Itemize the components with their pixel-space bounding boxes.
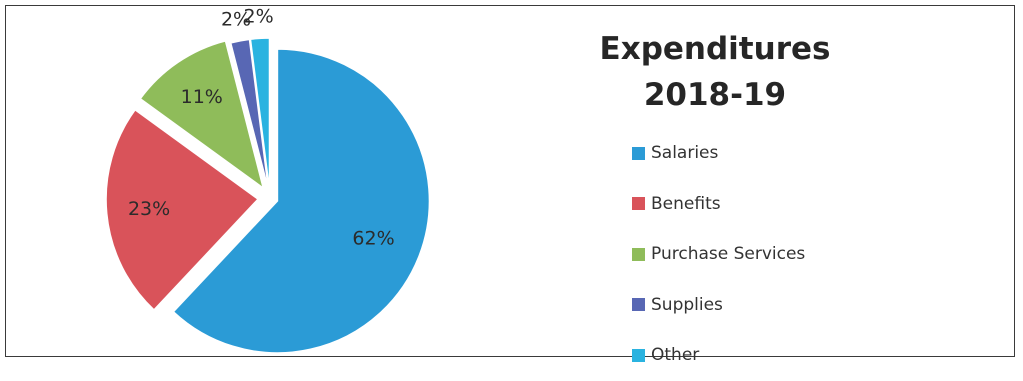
legend-swatch-salaries — [632, 146, 645, 160]
legend-swatch-benefits — [632, 197, 645, 211]
pie-chart: 62% 23% 11% 2%2% — [105, 6, 431, 354]
legend-item-salaries: Salaries — [632, 128, 805, 179]
pie-slice-purchase-services — [139, 39, 265, 190]
pie-label-other: 2% — [244, 6, 274, 28]
legend-label-supplies: Supplies — [651, 294, 723, 315]
pie-label-purchase-services: 11% — [181, 86, 223, 108]
chart-title-line-2: 2018-19 — [643, 77, 787, 113]
legend-label-other: Other — [651, 345, 700, 366]
legend-swatch-purchase-services — [632, 247, 645, 261]
legend-label-purchase-services: Purchase Services — [651, 244, 806, 265]
pie-slice-supplies — [229, 38, 270, 191]
pie-label-benefits: 23% — [128, 198, 170, 220]
pie-slice-other — [249, 37, 271, 191]
legend-label-salaries: Salaries — [651, 143, 719, 164]
chart-legend: Salaries Benefits Purchase Services Supp… — [632, 128, 805, 381]
pie-label-supplies: 2% — [221, 8, 251, 30]
legend-item-benefits: Benefits — [632, 179, 805, 230]
chart-title: Expenditures 2018-19 — [590, 26, 840, 118]
legend-item-other: Other — [632, 330, 805, 381]
pie-value-labels: 62% 23% 11% 2%2% — [128, 6, 395, 250]
pie-slice-salaries — [172, 48, 431, 354]
legend-item-purchase-services: Purchase Services — [632, 229, 805, 280]
pie-slices — [105, 37, 431, 354]
legend-swatch-other — [632, 348, 645, 362]
legend-swatch-supplies — [632, 298, 645, 312]
chart-title-line-1: Expenditures — [599, 31, 831, 67]
pie-label-salaries: 62% — [352, 227, 394, 249]
legend-item-supplies: Supplies — [632, 280, 805, 331]
legend-label-benefits: Benefits — [651, 193, 721, 214]
pie-slice-benefits — [105, 108, 260, 311]
